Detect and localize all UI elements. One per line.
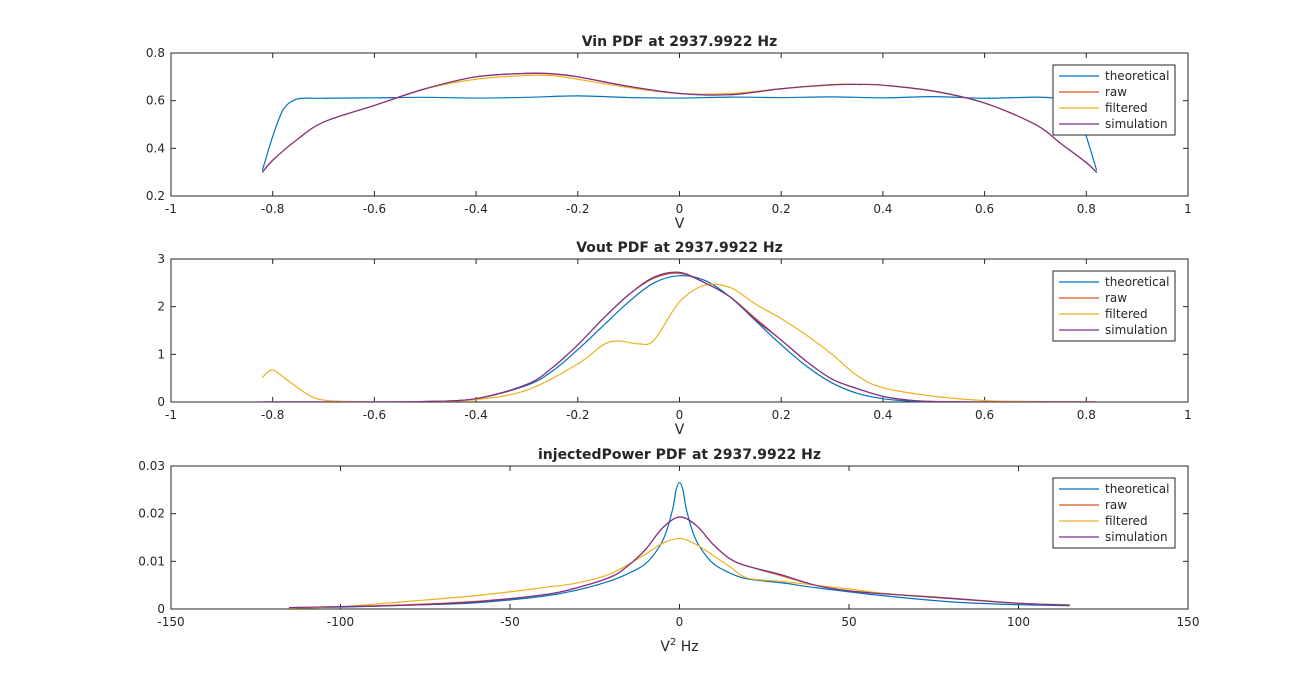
power-legend-box xyxy=(1052,477,1176,549)
vout-legend-label-theoretical: theoretical xyxy=(1105,275,1169,289)
vin-legend: theoretical raw filtered simulation xyxy=(1052,64,1176,136)
power-x-tick-label: -50 xyxy=(500,615,520,629)
vin-legend-box xyxy=(1052,64,1176,136)
vin-x-tick-label: 0.4 xyxy=(873,202,892,216)
vout-legend-label-filtered: filtered xyxy=(1105,307,1148,321)
vin-x-tick-label: -0.6 xyxy=(363,202,386,216)
vin-axes-group: Vin PDF at 2937.9922 Hz -1 -0.8 -0.6 -0.4 -0.… xyxy=(146,34,1192,232)
vout-x-tick-label: -0.4 xyxy=(464,408,487,422)
vin-x-tick-label: 0 xyxy=(676,202,684,216)
power-series-filtered-line xyxy=(289,537,1070,609)
vin-x-axis-label: V xyxy=(675,216,685,232)
vin-y-tick-label: 0.2 xyxy=(146,189,165,203)
vout-y-tick-label: 1 xyxy=(157,347,165,361)
power-x-tick-label: 0 xyxy=(676,615,684,629)
power-legend-label-filtered: filtered xyxy=(1105,514,1148,528)
power-x-axis-label: V2 Hz xyxy=(660,637,698,655)
vout-x-tick-label: 1 xyxy=(1184,408,1192,422)
vin-y-tick-label: 0.6 xyxy=(146,94,165,108)
vin-x-tick-label: -0.2 xyxy=(566,202,589,216)
power-legend-label-simulation: simulation xyxy=(1105,530,1168,544)
power-x-tick-label: -150 xyxy=(157,615,184,629)
vout-x-axis-label: V xyxy=(675,422,685,438)
vout-y-tick-label: 2 xyxy=(157,300,165,314)
power-x-tick-label: -100 xyxy=(327,615,354,629)
power-y-tick-label: 0.02 xyxy=(138,507,165,521)
vout-y-tick-label: 3 xyxy=(157,252,165,266)
vin-legend-label-theoretical: theoretical xyxy=(1105,69,1169,83)
vin-x-axis-label-main: V xyxy=(675,216,685,232)
vout-x-tick-label: -0.2 xyxy=(566,408,589,422)
vin-y-tick-label: 0.8 xyxy=(146,46,165,60)
vout-series-simulation-line xyxy=(261,271,1098,402)
vin-legend-label-simulation: simulation xyxy=(1105,117,1168,131)
power-legend-label-raw: raw xyxy=(1105,498,1127,512)
vin-x-tick-label: 0.2 xyxy=(772,202,791,216)
power-legend-label-theoretical: theoretical xyxy=(1105,482,1169,496)
power-series-group xyxy=(289,482,1070,609)
vin-x-tick-label: 0.6 xyxy=(975,202,994,216)
vout-x-tick-label: 0.6 xyxy=(975,408,994,422)
power-plot-area xyxy=(170,465,1189,610)
vin-chart-title: Vin PDF at 2937.9922 Hz xyxy=(582,34,778,50)
power-series-simulation-line xyxy=(289,516,1070,609)
power-series-theoretical-line xyxy=(289,482,1070,609)
vout-plot-area xyxy=(170,258,1189,403)
vout-x-tick-label: -1 xyxy=(165,408,177,422)
vout-x-tick-label: 0 xyxy=(676,408,684,422)
power-chart-title: injectedPower PDF at 2937.9922 Hz xyxy=(538,447,821,463)
power-x-tick-label: 100 xyxy=(1007,615,1030,629)
power-legend: theoretical raw filtered simulation xyxy=(1052,477,1176,549)
vout-x-tick-label: 0.2 xyxy=(772,408,791,422)
power-y-tick-label: 0.03 xyxy=(138,459,165,473)
vin-series-simulation-line xyxy=(261,72,1098,173)
vin-series-group xyxy=(261,72,1098,173)
vout-x-tick-label: -0.6 xyxy=(363,408,386,422)
power-x-axis-label-suffix: Hz xyxy=(676,639,698,655)
vin-legend-label-filtered: filtered xyxy=(1105,101,1148,115)
vin-x-tick-label: 1 xyxy=(1184,202,1192,216)
power-axes-group: injectedPower PDF at 2937.9922 Hz -150 -10… xyxy=(138,447,1199,655)
vout-legend-label-raw: raw xyxy=(1105,291,1127,305)
vin-x-tick-label: -1 xyxy=(165,202,177,216)
power-x-tick-label: 50 xyxy=(841,615,856,629)
vout-chart-title: Vout PDF at 2937.9922 Hz xyxy=(576,240,783,256)
vout-legend-label-simulation: simulation xyxy=(1105,323,1168,337)
vout-x-axis-label-main: V xyxy=(675,422,685,438)
vout-legend: theoretical raw filtered simulation xyxy=(1052,270,1176,342)
vin-x-tick-label: -0.8 xyxy=(261,202,284,216)
vout-y-tick-label: 0 xyxy=(157,395,165,409)
power-y-tick-label: 0 xyxy=(157,602,165,616)
vin-y-tick-label: 0.4 xyxy=(146,141,165,155)
power-x-tick-label: 150 xyxy=(1177,615,1200,629)
power-y-tick-label: 0.01 xyxy=(138,554,165,568)
vout-series-filtered-line xyxy=(261,283,1098,402)
vin-x-tick-label: -0.4 xyxy=(464,202,487,216)
vout-x-tick-label: 0.8 xyxy=(1077,408,1096,422)
vin-x-tick-label: 0.8 xyxy=(1077,202,1096,216)
vout-x-tick-label: -0.8 xyxy=(261,408,284,422)
power-x-axis-label-main: V xyxy=(660,639,670,655)
power-x-axis-label-superscript: 2 xyxy=(670,637,676,648)
vout-x-tick-label: 0.4 xyxy=(873,408,892,422)
vin-legend-label-raw: raw xyxy=(1105,85,1127,99)
vout-series-group xyxy=(261,271,1098,402)
vout-axes-group: Vout PDF at 2937.9922 Hz -1 -0.8 -0.6 -0.4 -0… xyxy=(157,240,1191,438)
vout-legend-box xyxy=(1052,270,1176,342)
vin-plot-area xyxy=(170,52,1189,197)
